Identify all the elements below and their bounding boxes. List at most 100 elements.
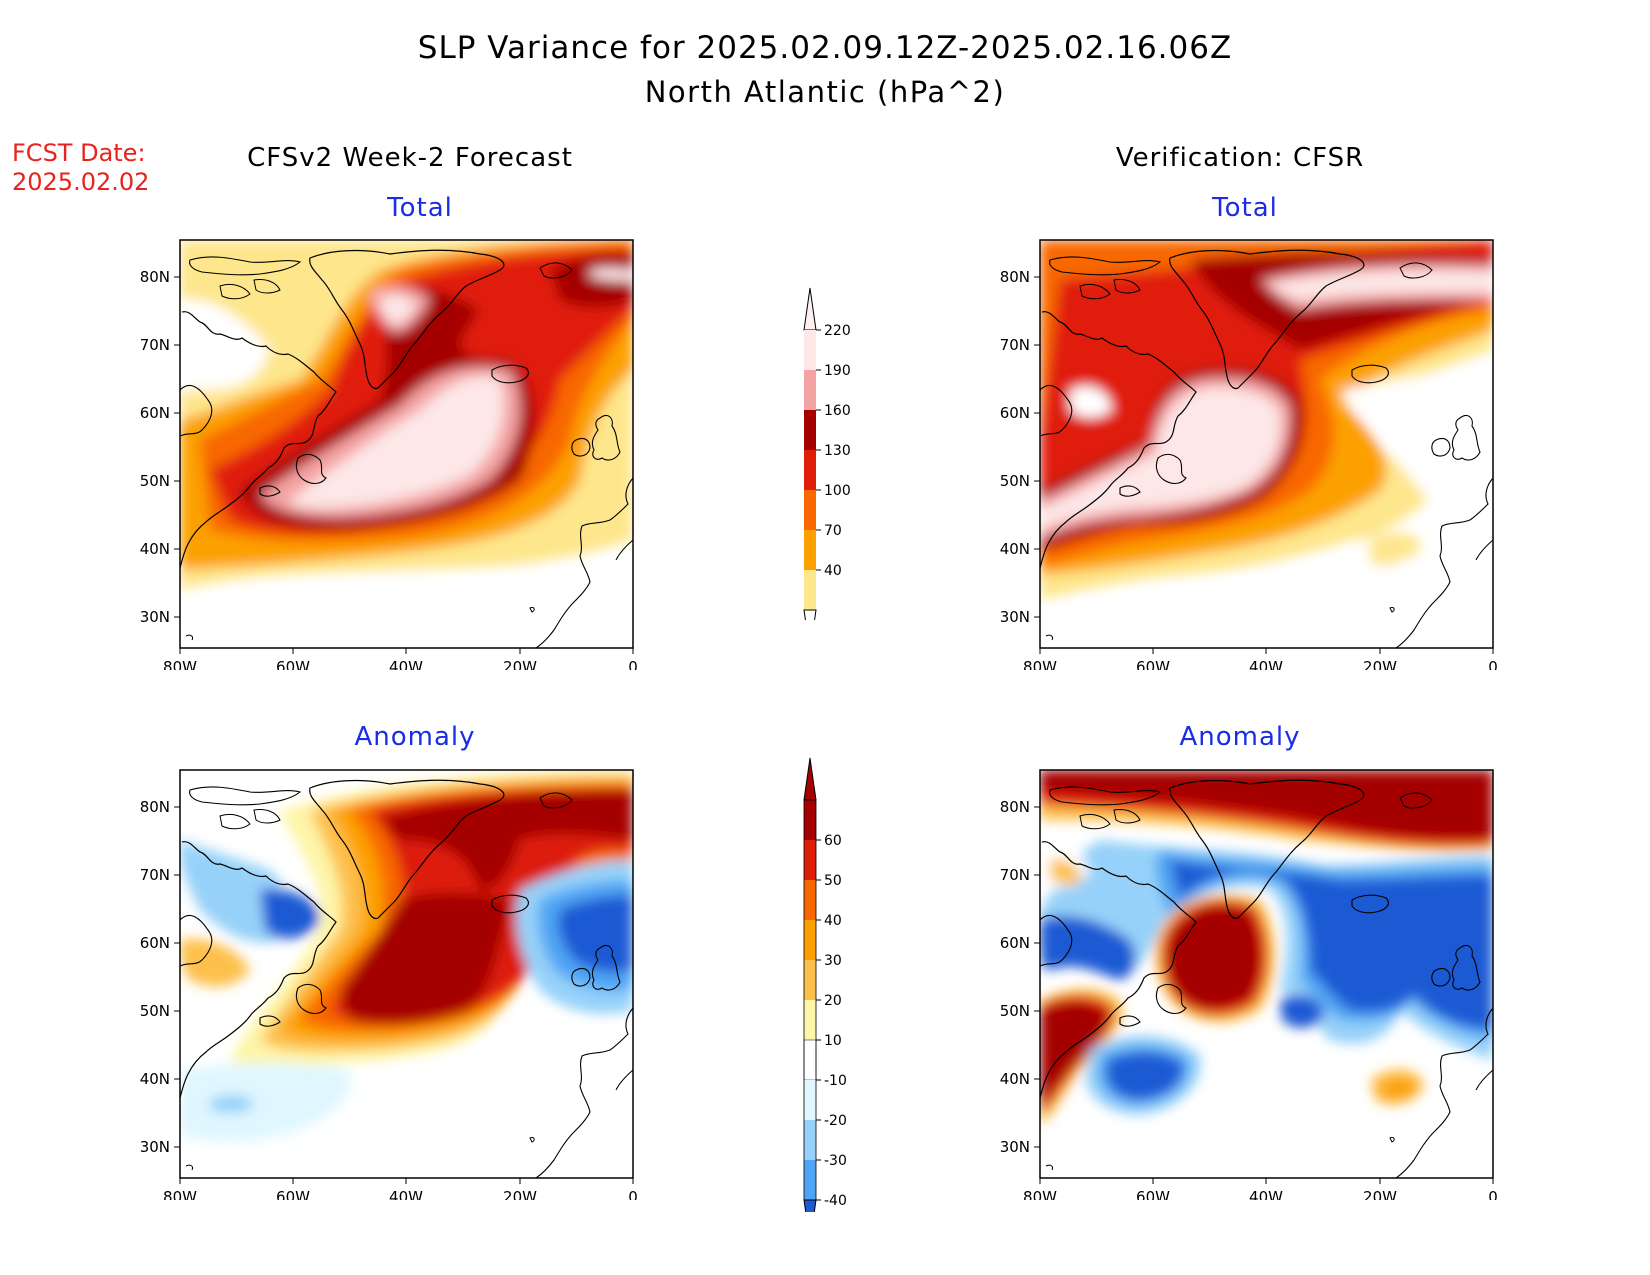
lon-tick-80w: 80W [1023,1188,1057,1200]
colorbar-anomaly-label: -20 [824,1113,847,1129]
map-forecast-anomaly: 80N 70N 60N 50N 40N 30N 80W 60W 40W 20W … [140,769,638,1200]
lat-tick-30n: 30N [1000,608,1030,626]
colorbar-anomaly-label: 10 [824,1033,842,1049]
colorbar-total-top-arrow [803,287,817,331]
lat-tick-60n: 60N [1000,934,1030,952]
lon-tick-80w: 80W [163,1188,197,1200]
colorbar-anomaly-box [804,1160,816,1200]
colorbar-anomaly-label: 40 [824,913,842,929]
colorbar-anomaly-top-arrow [803,757,817,801]
lon-tick-60w: 60W [1136,1188,1170,1200]
lon-tick-80w: 80W [1023,658,1057,670]
fcst-label: FCST Date: [12,139,146,167]
lat-tick-30n: 30N [140,1138,170,1156]
lon-tick-labels: 80W 60W 40W 20W 0 [163,658,638,670]
lat-tick-80n: 80N [1000,798,1030,816]
colorbar-total-box [804,490,816,530]
map-forecast-total: 80N 70N 60N 50N 40N 30N 80W 60W 40W 20W … [140,239,638,670]
lat-tick-labels: 80N 70N 60N 50N 40N 30N [140,268,170,626]
lon-tick-0: 0 [1488,1188,1498,1200]
lat-tick-40n: 40N [140,540,170,558]
colorbar-total-label: 40 [824,563,842,579]
lon-tick-40w: 40W [389,1188,423,1200]
lat-tick-70n: 70N [1000,336,1030,354]
lon-tick-0: 0 [1488,658,1498,670]
lat-tick-80n: 80N [140,798,170,816]
colorbar-total-box [804,450,816,490]
lat-tick-50n: 50N [140,1002,170,1020]
colorbar-anomaly-box [804,1080,816,1120]
colorbar-anomaly-box [803,1039,817,1081]
colorbar-anomaly-label: 30 [824,953,842,969]
panel-title-verification-total: Total [1212,193,1278,223]
colorbar-total-box [804,330,816,370]
map-verification-total: 80N 70N 60N 50N 40N 30N 80W 60W 40W 20W … [1000,239,1498,670]
colorbar-total-box [804,570,816,610]
lon-tick-20w: 20W [1363,1188,1397,1200]
colorbar-anomaly: 60 50 40 30 20 10 -10 -20 -30 -40 [803,757,847,1212]
colorbar-total-label: 130 [824,443,851,459]
lon-tick-40w: 40W [1249,1188,1283,1200]
lon-tick-40w: 40W [1249,658,1283,670]
lon-tick-0: 0 [628,1188,638,1200]
map-verification-anomaly: 80N 70N 60N 50N 40N 30N 80W 60W 40W 20W … [1000,769,1498,1200]
lat-tick-50n: 50N [1000,472,1030,490]
lon-tick-80w: 80W [163,658,197,670]
lat-tick-60n: 60N [140,934,170,952]
lat-tick-40n: 40N [1000,1070,1030,1088]
colorbar-total-box [804,530,816,570]
lon-tick-20w: 20W [1363,658,1397,670]
colorbar-anomaly-box [804,960,816,1000]
lat-tick-80n: 80N [140,268,170,286]
lat-tick-50n: 50N [1000,1002,1030,1020]
column-header-verification: Verification: CFSR [1115,143,1365,173]
lat-tick-40n: 40N [140,1070,170,1088]
panel-title-verification-anomaly: Anomaly [1179,722,1301,752]
colorbar-anomaly-label: 20 [824,993,842,1009]
colorbar-anomaly-box [804,1000,816,1040]
lat-tick-60n: 60N [1000,404,1030,422]
lon-tick-40w: 40W [389,658,423,670]
lon-tick-0: 0 [628,658,638,670]
colorbar-anomaly-box [804,880,816,920]
colorbar-anomaly-box [804,920,816,960]
colorbar-anomaly-box [804,800,816,840]
lat-tick-80n: 80N [1000,268,1030,286]
colorbar-anomaly-label: -10 [824,1073,847,1089]
colorbar-anomaly-box [804,840,816,880]
lat-tick-70n: 70N [140,866,170,884]
panel-title-forecast-total: Total [387,193,453,223]
lat-tick-30n: 30N [1000,1138,1030,1156]
lon-tick-60w: 60W [276,658,310,670]
colorbar-anomaly-label: -30 [824,1153,847,1169]
panel-title-forecast-anomaly: Anomaly [354,722,476,752]
lon-tick-60w: 60W [276,1188,310,1200]
colorbar-total-label: 190 [824,363,851,379]
colorbar-total-bottom-arrow [803,609,817,620]
column-header-forecast: CFSv2 Week-2 Forecast [247,143,573,173]
lat-tick-70n: 70N [1000,866,1030,884]
lon-tick-20w: 20W [503,1188,537,1200]
lat-tick-50n: 50N [140,472,170,490]
lon-tick-60w: 60W [1136,658,1170,670]
lon-tick-20w: 20W [503,658,537,670]
colorbar-anomaly-label: 50 [824,873,842,889]
colorbar-anomaly-label: 60 [824,833,842,849]
lat-tick-40n: 40N [1000,540,1030,558]
lat-tick-60n: 60N [140,404,170,422]
figure-title: SLP Variance for 2025.02.09.12Z-2025.02.… [417,30,1233,66]
colorbar-total-box [804,410,816,450]
colorbar-total-label: 220 [824,323,851,339]
colorbar-total-box [804,370,816,410]
fcst-date: 2025.02.02 [12,168,150,196]
colorbar-total-label: 100 [824,483,851,499]
colorbar-total-label: 70 [824,523,842,539]
colorbar-anomaly-label: -40 [824,1193,847,1209]
colorbar-anomaly-bottom-arrow [803,1199,817,1212]
figure-subtitle: North Atlantic (hPa^2) [644,75,1006,109]
lat-tick-30n: 30N [140,608,170,626]
colorbar-total-label: 160 [824,403,851,419]
lat-tick-70n: 70N [140,336,170,354]
colorbar-anomaly-box [804,1120,816,1160]
colorbar-total: 220 190 160 130 100 70 40 [803,287,851,620]
